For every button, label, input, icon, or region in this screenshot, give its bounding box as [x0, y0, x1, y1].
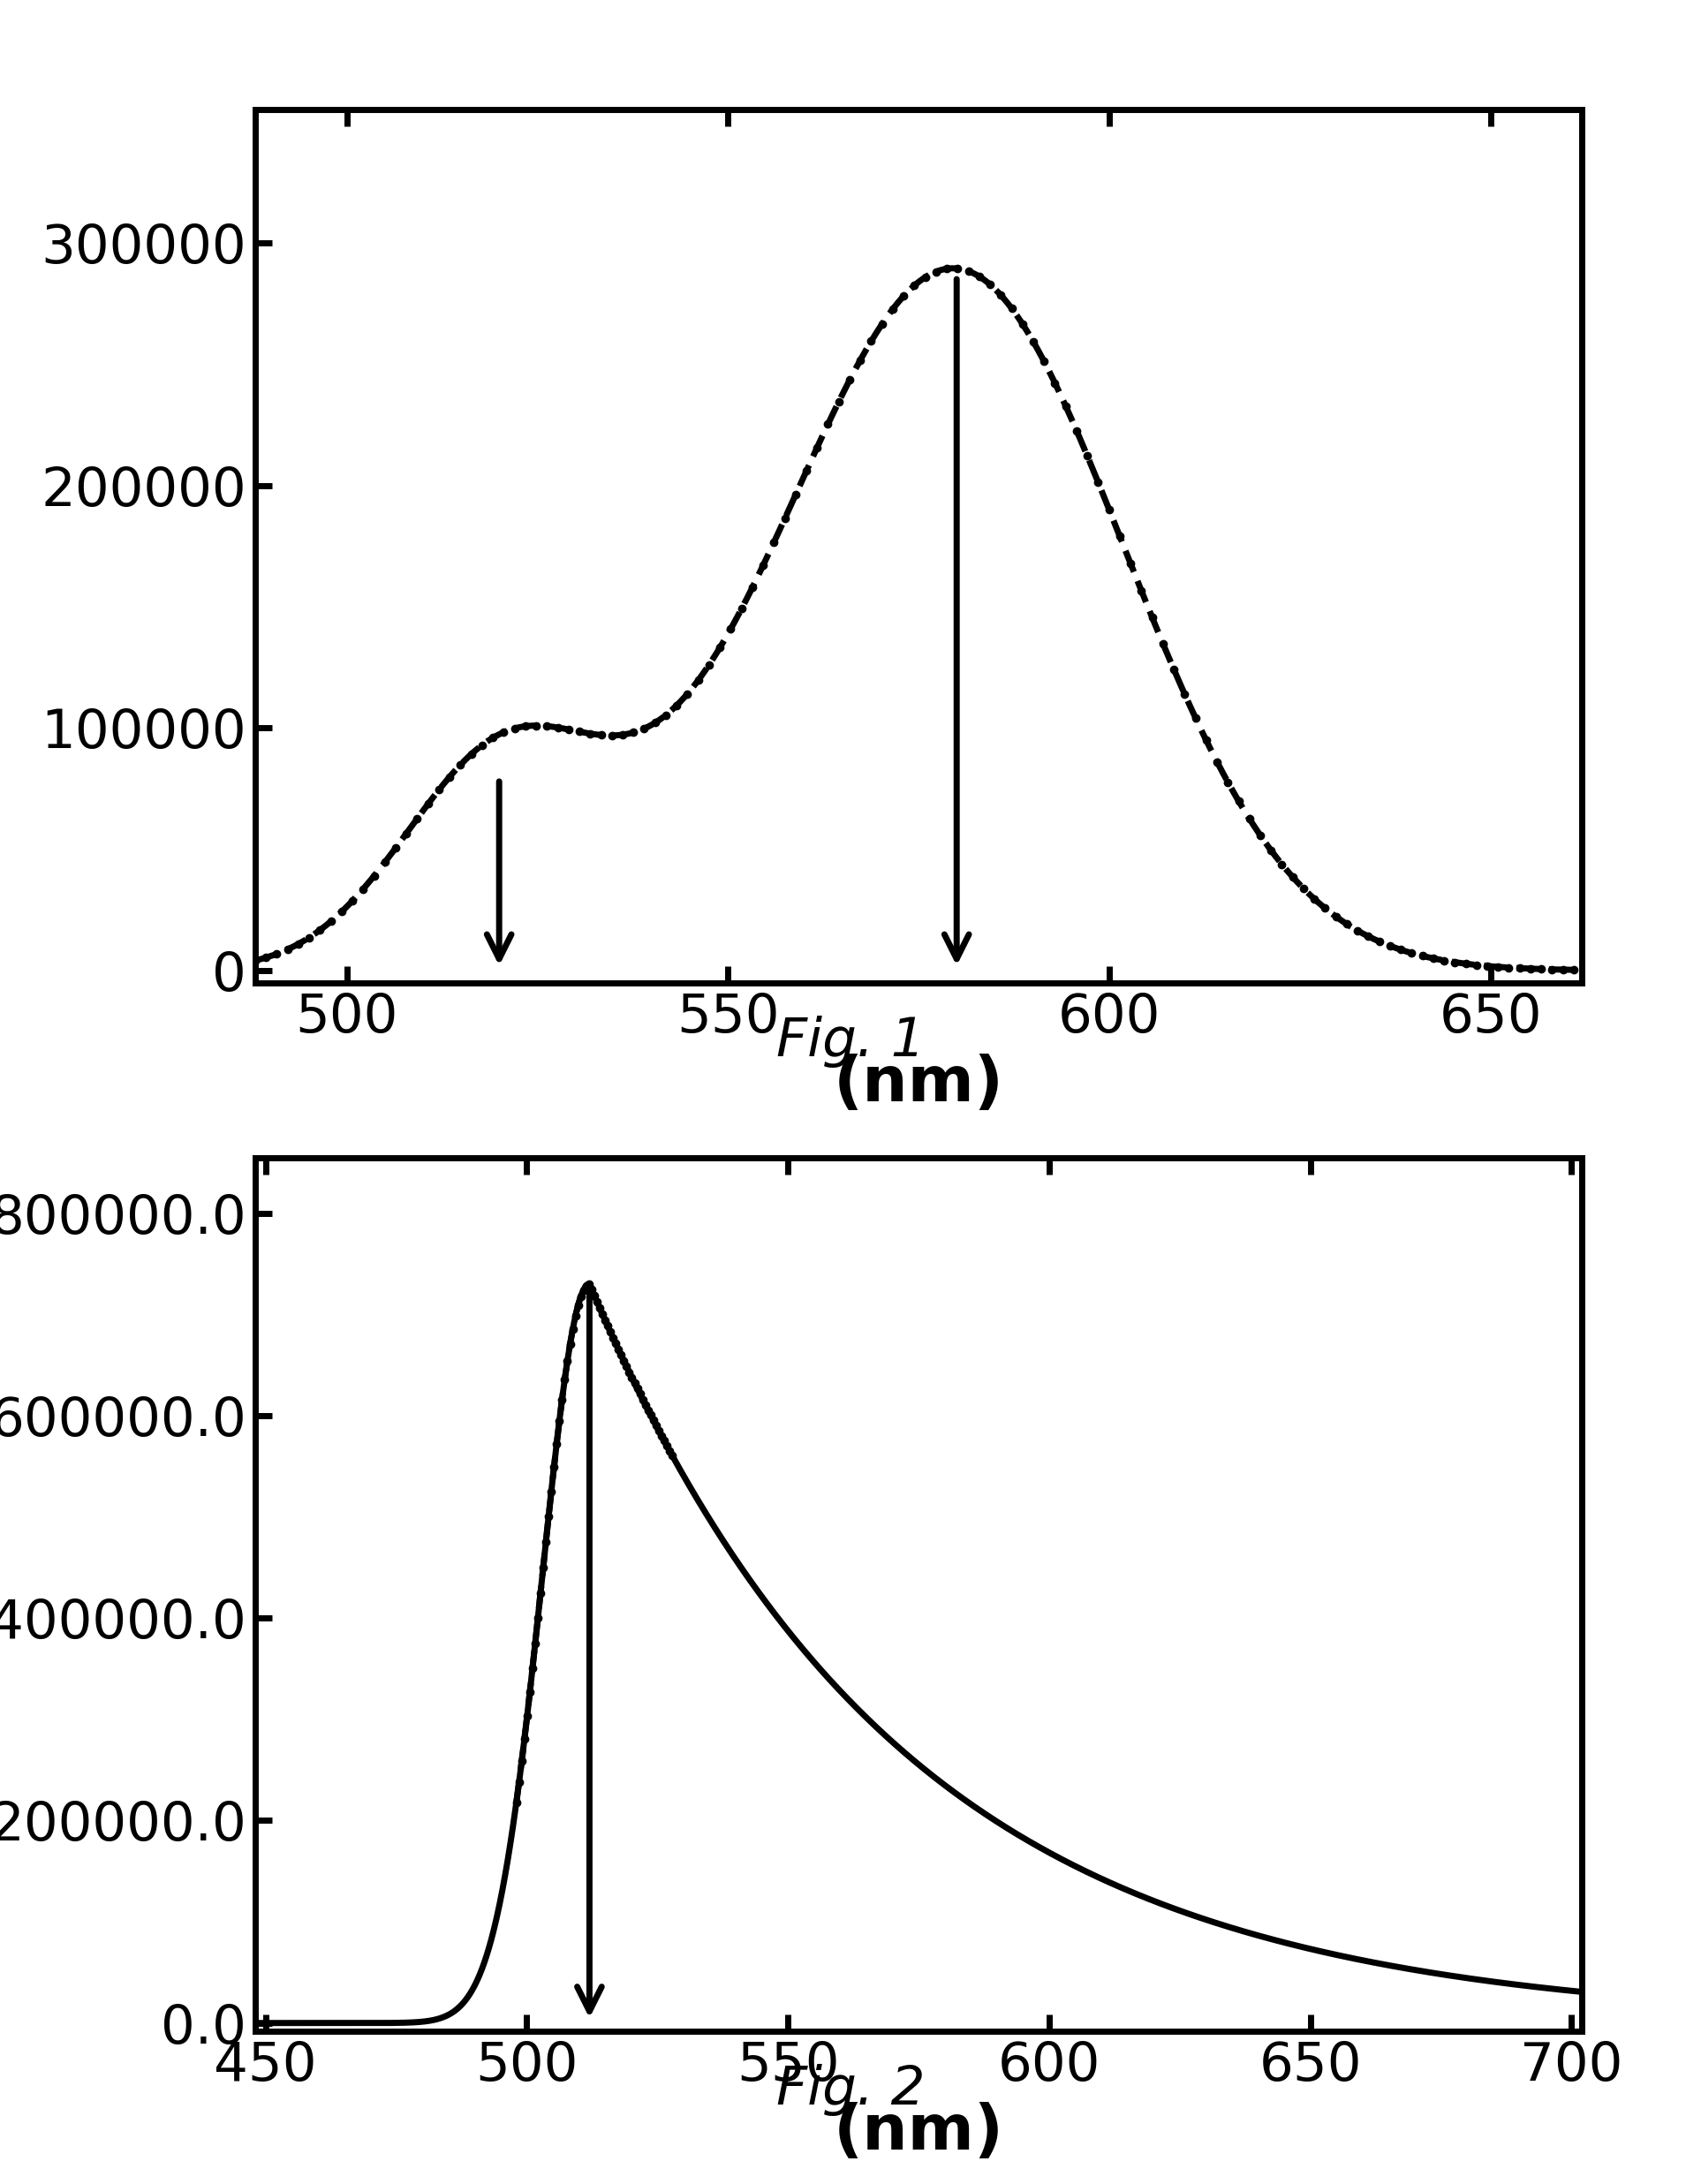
Text: Fig. 2: Fig. 2 [776, 2064, 925, 2116]
X-axis label: (nm): (nm) [833, 2101, 1004, 2162]
Text: Fig. 1: Fig. 1 [776, 1016, 925, 1068]
X-axis label: (nm): (nm) [833, 1053, 1004, 1114]
